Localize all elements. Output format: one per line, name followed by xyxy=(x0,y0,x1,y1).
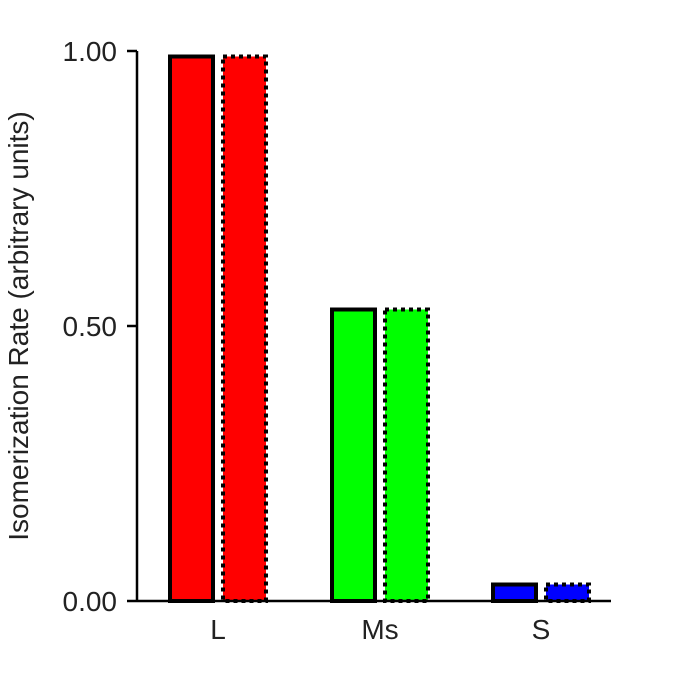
x-tick-label-s: S xyxy=(532,614,551,645)
y-axis-label: Isomerization Rate (arbitrary units) xyxy=(3,111,34,540)
bar-s-1 xyxy=(491,582,538,603)
y-tick-label: 0.00 xyxy=(63,586,118,617)
bar-ms-1 xyxy=(330,307,377,603)
bar-s-2 xyxy=(544,582,591,603)
bar-l-1 xyxy=(168,54,215,603)
y-tick-label: 1.00 xyxy=(63,36,118,67)
bars-group xyxy=(168,54,591,603)
x-tick-label-ms: Ms xyxy=(361,614,398,645)
bar-l-2 xyxy=(221,54,268,603)
axes-group: L Ms S 0.00 0.50 1.00 xyxy=(63,36,611,645)
bar-ms-2 xyxy=(383,307,430,603)
x-tick-label-l: L xyxy=(210,614,226,645)
y-tick-label: 0.50 xyxy=(63,311,118,342)
